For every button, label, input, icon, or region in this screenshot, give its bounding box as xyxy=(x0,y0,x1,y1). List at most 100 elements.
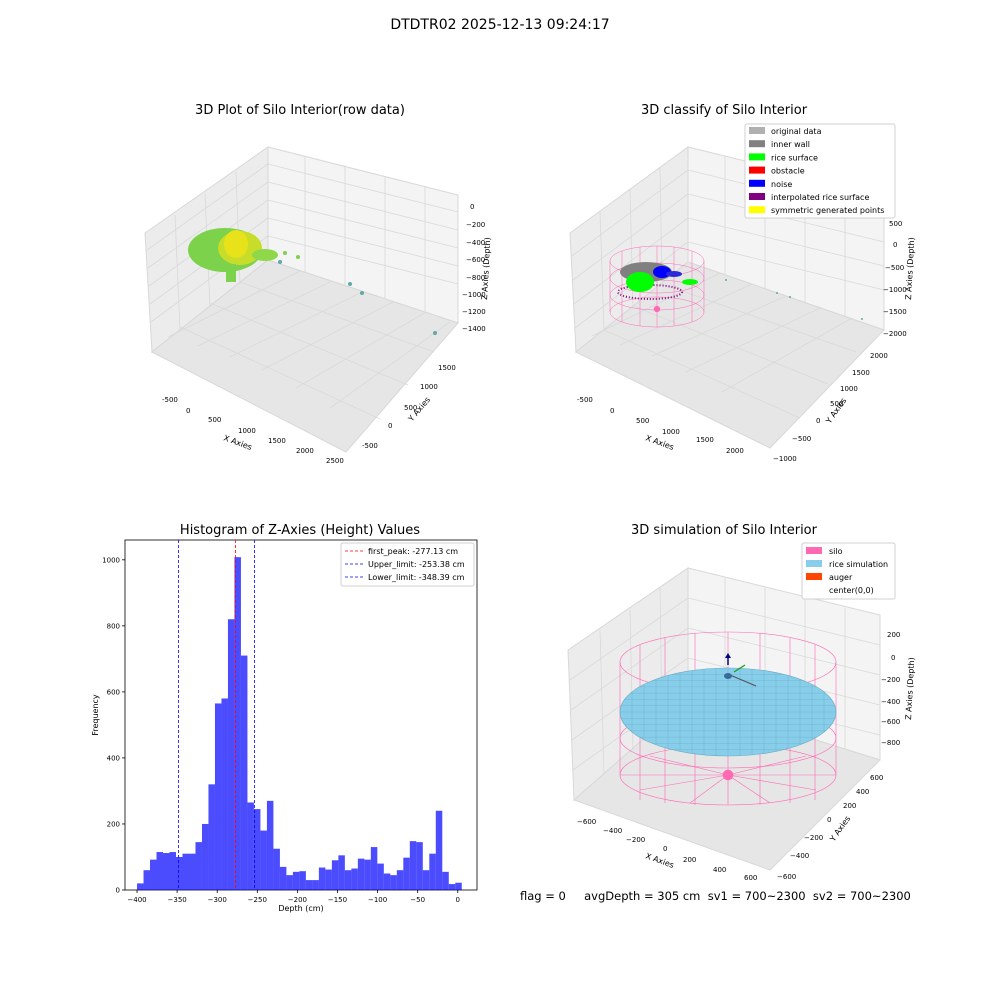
p2-floor-pane xyxy=(575,261,885,449)
histogram-bar xyxy=(208,784,215,890)
p3-ytick-label: 400 xyxy=(107,754,120,762)
p2-ytick: 0 xyxy=(816,417,820,425)
p4-legend-swatch xyxy=(806,560,822,567)
histogram-bar xyxy=(357,858,365,890)
p1-xtick: 500 xyxy=(208,416,221,424)
p3-xtick-label: −50 xyxy=(410,896,425,904)
p2-legend-label: obstacle xyxy=(771,167,805,176)
histogram-bar xyxy=(344,870,352,890)
p4-ztick: −600 xyxy=(881,718,900,726)
p1-ztick: −1000 xyxy=(462,291,486,299)
histogram-bar xyxy=(416,842,423,890)
p4-rice-mesh xyxy=(620,668,836,756)
histogram-bar xyxy=(273,848,280,890)
p2-xtick: -500 xyxy=(577,396,593,404)
p2-ytick: 1500 xyxy=(852,369,870,377)
p1-surface-cloud xyxy=(224,230,248,258)
histogram-bar xyxy=(163,853,170,890)
histogram-bar xyxy=(260,830,267,890)
p4-legend-label: rice simulation xyxy=(829,560,888,569)
p1-xtick: -500 xyxy=(162,396,178,404)
histogram-bar xyxy=(214,703,222,890)
p1-xtick: 1000 xyxy=(238,427,256,435)
p3-bars xyxy=(137,557,462,890)
subplot1-title: 3D Plot of Silo Interior(row data) xyxy=(195,103,405,118)
histogram-bar xyxy=(292,871,300,890)
p1-xtick: 0 xyxy=(186,407,190,415)
histogram-bar xyxy=(351,868,358,890)
p2-legend-label: noise xyxy=(771,180,792,189)
p1-xtick: 2500 xyxy=(326,457,344,465)
p2-points xyxy=(617,262,863,320)
p3-xtick-label: −400 xyxy=(127,896,146,904)
p3-ylabel: Frequency xyxy=(91,694,100,736)
p2-ytick: 1000 xyxy=(840,385,858,393)
p1-outlier xyxy=(348,282,352,286)
histogram-bar xyxy=(377,863,384,890)
p2-ztick: 500 xyxy=(889,220,902,228)
p3-xticks: −400 −350 −300 −250 −200 −150 −100 −50 0 xyxy=(127,890,460,904)
p2-ytick: −500 xyxy=(792,435,811,443)
histogram-bar xyxy=(364,859,371,890)
p4-xtick: 600 xyxy=(744,874,757,882)
p2-xtick: 0 xyxy=(610,407,614,415)
p4-legend: silo rice simulation auger center(0,0) xyxy=(801,542,896,600)
p4-xtick: 400 xyxy=(713,866,726,874)
p2-legend-label: symmetric generated points xyxy=(771,206,884,215)
histogram-bar xyxy=(403,857,410,890)
subplot2-title: 3D classify of Silo Interior xyxy=(640,103,808,118)
p4-ztick: 0 xyxy=(891,654,895,662)
histogram-bar xyxy=(409,841,417,890)
p4-ztick: −200 xyxy=(881,676,900,684)
p2-ztick: 0 xyxy=(893,241,897,249)
p1-ytick: -500 xyxy=(362,442,378,450)
histogram-bar xyxy=(156,852,164,890)
subplot4-title: 3D simulation of Silo Interior xyxy=(631,523,817,538)
p2-xtick: 1500 xyxy=(696,436,714,444)
p2-legend-swatch xyxy=(749,127,765,134)
histogram-bar xyxy=(299,871,306,890)
p4-ytick: 400 xyxy=(856,788,869,796)
p1-ztick: −200 xyxy=(466,221,485,229)
p3-ytick-label: 0 xyxy=(116,887,120,895)
p3-ytick-label: 1000 xyxy=(102,556,120,564)
p1-ztick: 0 xyxy=(470,203,474,211)
p2-ytick: −1000 xyxy=(773,455,797,463)
p4-ytick: 600 xyxy=(870,774,883,782)
raw-3d-plot: -500 0 500 1000 1500 2000 2500 X Axies -… xyxy=(144,146,492,465)
p3-legend: first_peak: -277.13 cm Upper_limit: -253.… xyxy=(340,542,475,587)
histogram-bar xyxy=(266,800,274,890)
p3-axes-frame xyxy=(124,539,478,891)
histogram-bar xyxy=(305,880,313,890)
p2-xtick: 500 xyxy=(636,417,649,425)
p3-legend-label: Upper_limit: -253.38 cm xyxy=(368,560,465,569)
p4-xtick: 200 xyxy=(683,856,696,864)
p1-ytick: 500 xyxy=(404,404,417,412)
p2-zlabel: Z Axies (Depth) xyxy=(904,237,916,300)
p2-rice-surface-points xyxy=(626,272,654,292)
p4-ytick: 0 xyxy=(827,816,831,824)
p3-xtick-label: −300 xyxy=(208,896,227,904)
p2-legend-swatch xyxy=(749,153,765,161)
p1-surface-cloud xyxy=(226,264,236,282)
p1-ztick: −1200 xyxy=(462,308,486,316)
p2-ztick: −1500 xyxy=(883,308,907,316)
histogram-bar xyxy=(240,655,248,890)
p4-legend-swatch xyxy=(806,547,822,554)
p1-xtick: 2000 xyxy=(296,447,314,455)
p1-surface-cloud xyxy=(252,249,278,261)
p2-ztick: −2000 xyxy=(883,330,907,338)
p4-ytick: 200 xyxy=(843,802,856,810)
p1-ytick: 1000 xyxy=(420,383,438,391)
p2-legend-swatch xyxy=(749,179,765,187)
p4-legend-label: auger xyxy=(829,573,853,582)
p1-points xyxy=(188,228,437,335)
p2-rice-surface-points xyxy=(682,279,698,285)
p2-noise-points xyxy=(666,271,682,277)
p3-xtick-label: 0 xyxy=(456,896,460,904)
histogram-bar xyxy=(221,698,228,890)
histogram-bar xyxy=(325,869,332,890)
histogram-bar xyxy=(455,882,462,890)
histogram-bar xyxy=(286,875,293,890)
